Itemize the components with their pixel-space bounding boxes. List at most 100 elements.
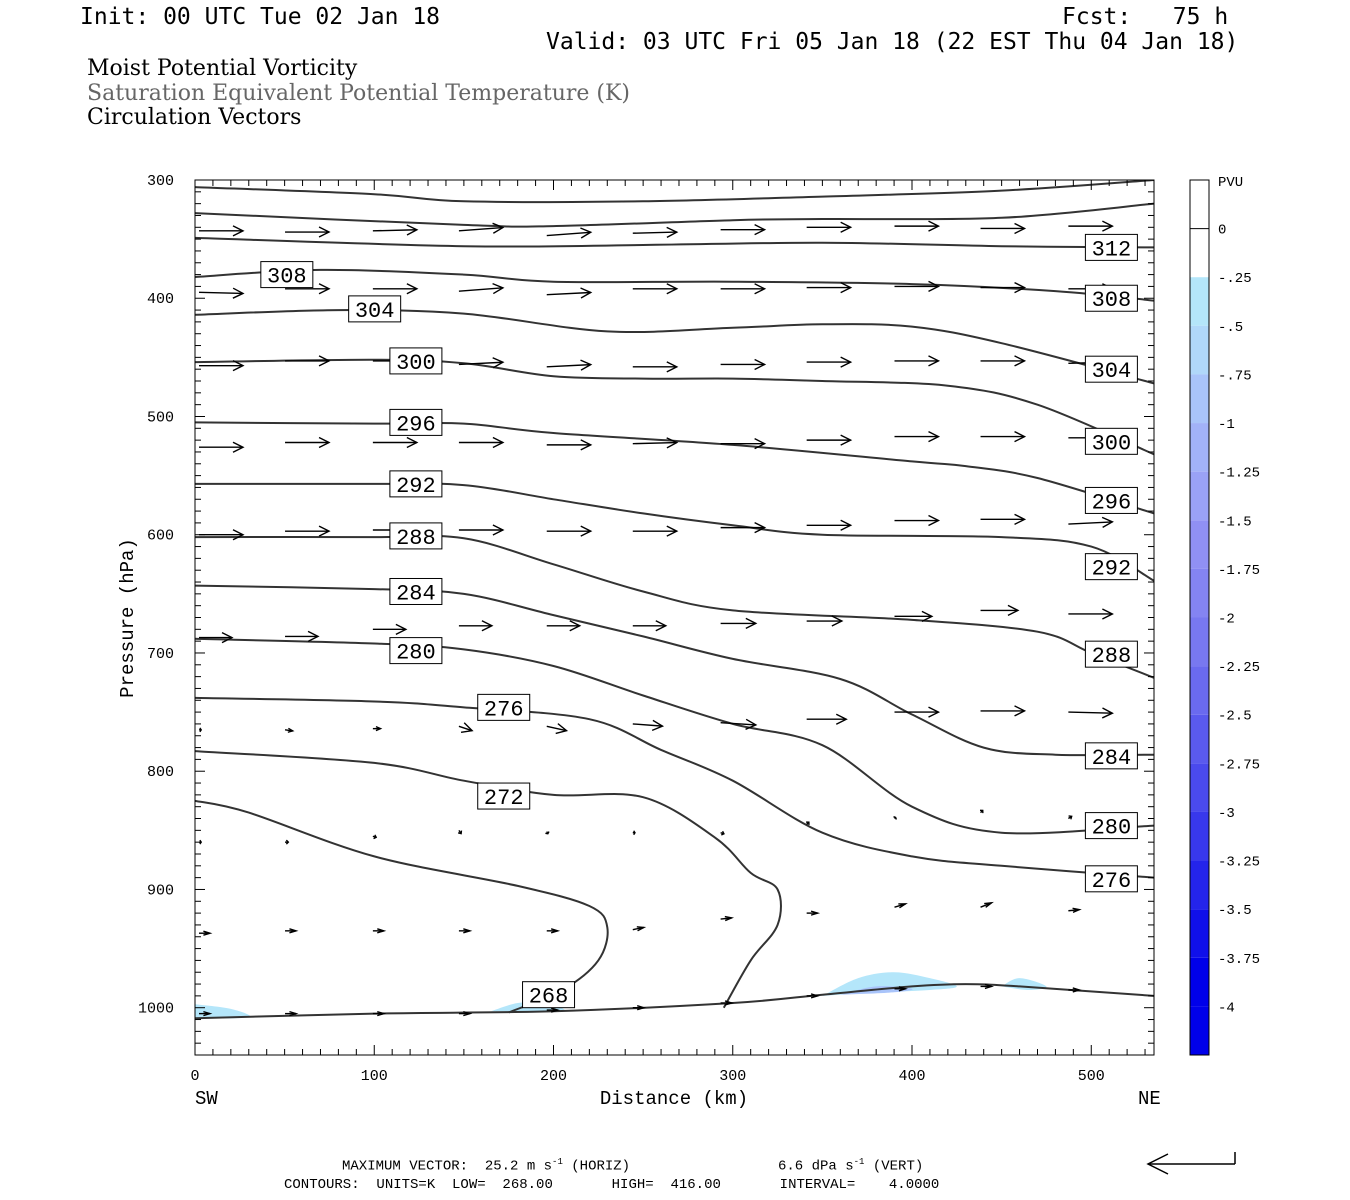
- contour-label-box: [1084, 742, 1138, 770]
- vector-head: [928, 706, 941, 718]
- vector-head: [745, 718, 758, 730]
- colorbar-cell: [1190, 714, 1209, 764]
- vector-head: [754, 224, 767, 236]
- colorbar-label: -1.5: [1218, 514, 1252, 530]
- vector-head: [232, 529, 245, 541]
- contour-label: 312: [1084, 233, 1138, 262]
- vector-head: [810, 993, 821, 999]
- y-tick-label: 500: [147, 409, 174, 426]
- wind-vector: [458, 620, 494, 632]
- theta-contour-272: [195, 750, 782, 1009]
- wind-vector: [546, 227, 593, 239]
- theta-contour-316: [195, 180, 1154, 204]
- max-vector-horiz-unit: (HORIZ): [562, 1158, 631, 1175]
- vector-head: [754, 283, 767, 295]
- contour-label-text: 288: [1092, 644, 1132, 669]
- colorbar-cell: [1190, 520, 1209, 569]
- wind-vector: [720, 283, 767, 295]
- vector-shaft: [198, 291, 244, 295]
- x-tick-label: 100: [361, 1068, 388, 1085]
- vector-head: [898, 986, 908, 992]
- contour-label-text: 296: [1092, 490, 1132, 515]
- wind-vector: [199, 727, 203, 733]
- wind-vector: [285, 1010, 299, 1017]
- wind-vector: [980, 983, 994, 990]
- wind-vector: [1068, 707, 1114, 719]
- colorbar-label: -2.75: [1218, 757, 1260, 773]
- vector-head: [318, 283, 331, 295]
- wind-vector: [545, 831, 550, 835]
- vector-head: [666, 525, 679, 537]
- plot-frame: [194, 179, 1155, 1056]
- vector-head: [928, 514, 941, 527]
- vector-head: [550, 928, 561, 934]
- vector-head: [840, 221, 853, 233]
- wind-vector: [285, 436, 331, 449]
- wind-vector: [285, 226, 331, 238]
- colorbar-cell: [1190, 617, 1209, 667]
- vector-head: [810, 910, 821, 916]
- vector-head: [318, 525, 331, 537]
- init-time: Init: 00 UTC Tue 02 Jan 18: [80, 4, 441, 30]
- contour-label-text: 312: [1092, 237, 1132, 262]
- contour-label-text: 272: [484, 786, 524, 811]
- vector-head: [318, 436, 331, 449]
- vector-head: [460, 722, 474, 733]
- pv-region: [822, 972, 957, 996]
- contour-label-box: [1084, 865, 1138, 893]
- colorbar-cell: [1190, 423, 1209, 472]
- wind-vector: [199, 441, 245, 453]
- vector-head: [232, 441, 245, 453]
- vector-head: [287, 727, 295, 733]
- wind-vector: [1068, 608, 1114, 620]
- y-tick-label: 300: [147, 173, 174, 190]
- vector-head: [221, 631, 234, 644]
- wind-vector: [546, 1007, 561, 1013]
- wind-vector: [372, 623, 408, 635]
- vector-head: [232, 287, 245, 299]
- wind-vector: [980, 430, 1027, 443]
- vector-head: [984, 901, 994, 908]
- wind-vector: [458, 722, 474, 733]
- colorbar-label: -2.25: [1218, 660, 1260, 676]
- wind-vector: [199, 631, 234, 644]
- contour-label-box: [389, 522, 443, 550]
- colorbar-cell: [1190, 374, 1209, 424]
- contour-label: 292: [1084, 553, 1138, 582]
- vector-head: [457, 830, 463, 835]
- vector-head: [633, 830, 636, 836]
- wind-vector: [285, 928, 299, 934]
- wind-vector: [720, 617, 758, 630]
- vector-head: [1102, 220, 1114, 232]
- wind-vector: [546, 359, 593, 371]
- vector-head: [840, 356, 853, 368]
- wind-vector: [1068, 907, 1082, 913]
- wind-vector: [893, 816, 898, 820]
- wind-vector: [457, 829, 463, 835]
- max-vector-note: MAXIMUM VECTOR: 25.2 m s-1 (HORIZ): [342, 1157, 630, 1175]
- wind-vector: [894, 355, 941, 367]
- wind-vector: [199, 360, 245, 372]
- colorbar-label: -2.5: [1218, 709, 1252, 725]
- contour-label: 276: [1084, 865, 1138, 894]
- contour-label: 304: [1084, 355, 1138, 384]
- pv-colorbar: 0 -.25 -.5 -.75 -1 -1.25 -1.5 -1.75 -2 -2.25 -2.5 -…: [1189, 179, 1260, 1056]
- vector-head: [1014, 513, 1027, 525]
- colorbar-title: PVU: [1218, 175, 1243, 191]
- wind-vector: [372, 726, 383, 732]
- contour-label: 300: [1084, 427, 1138, 456]
- pv-region: [195, 1004, 251, 1019]
- vector-head: [318, 355, 331, 367]
- wind-vector: [632, 620, 668, 632]
- x-end-label: NE: [1138, 1088, 1161, 1110]
- vector-shaft: [720, 722, 756, 726]
- max-vector-horiz-text: MAXIMUM VECTOR: 25.2 m s: [342, 1158, 553, 1175]
- vector-head: [377, 1010, 387, 1017]
- vector-head: [984, 983, 994, 990]
- contour-label: 304: [348, 295, 402, 324]
- wind-vector: [806, 281, 853, 294]
- contour-label-text: 276: [484, 697, 524, 722]
- vector-head: [1014, 281, 1027, 294]
- vector-head: [373, 834, 378, 840]
- field-title-vectors: Circulation Vectors: [87, 105, 302, 130]
